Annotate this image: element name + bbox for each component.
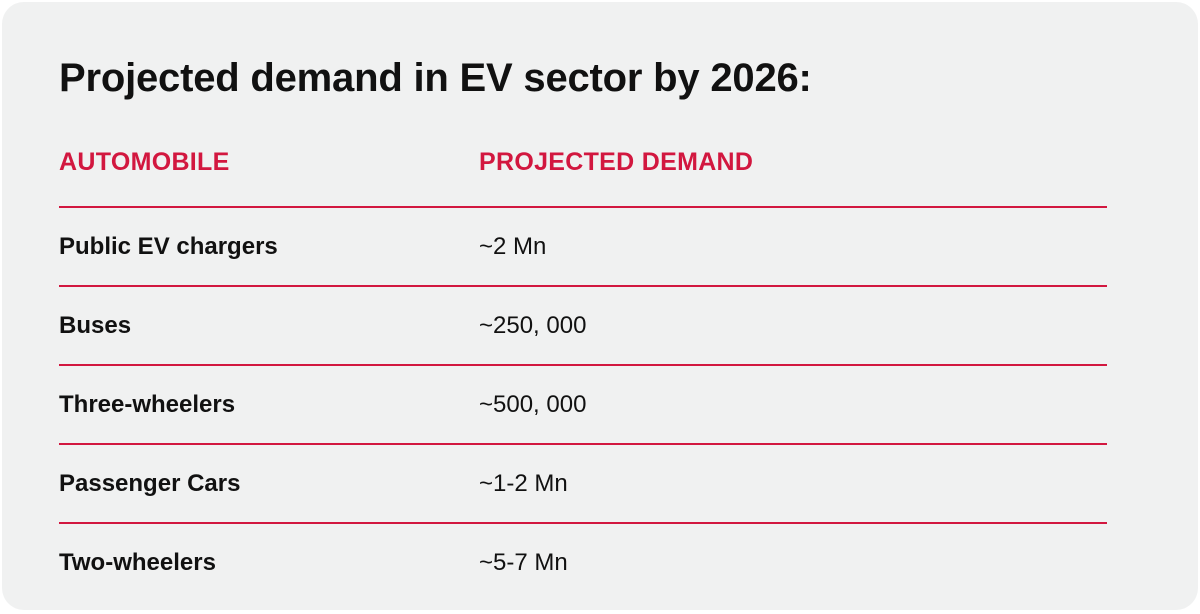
table-row: Public EV chargers ~2 Mn — [59, 208, 1107, 287]
automobile-cell: Passenger Cars — [59, 470, 241, 497]
column-header-projected-demand: PROJECTED DEMAND — [479, 148, 754, 176]
table-row: Buses ~250, 000 — [59, 287, 1107, 366]
table-header: AUTOMOBILE PROJECTED DEMAND — [59, 142, 1107, 208]
demand-cell: ~1-2 Mn — [479, 470, 568, 497]
page-title: Projected demand in EV sector by 2026: — [59, 56, 812, 100]
automobile-cell: Two-wheelers — [59, 549, 216, 576]
table-row: Three-wheelers ~500, 000 — [59, 366, 1107, 445]
demand-cell: ~2 Mn — [479, 233, 547, 260]
column-header-automobile: AUTOMOBILE — [59, 148, 230, 176]
table-row: Passenger Cars ~1-2 Mn — [59, 445, 1107, 524]
automobile-cell: Three-wheelers — [59, 391, 236, 418]
demand-cell: ~250, 000 — [479, 312, 587, 339]
table-row: Two-wheelers ~5-7 Mn — [59, 524, 1107, 601]
demand-cell: ~5-7 Mn — [479, 549, 568, 576]
demand-cell: ~500, 000 — [479, 391, 587, 418]
demand-table: AUTOMOBILE PROJECTED DEMAND Public EV ch… — [59, 142, 1107, 601]
automobile-cell: Public EV chargers — [59, 233, 278, 260]
automobile-cell: Buses — [59, 312, 132, 339]
